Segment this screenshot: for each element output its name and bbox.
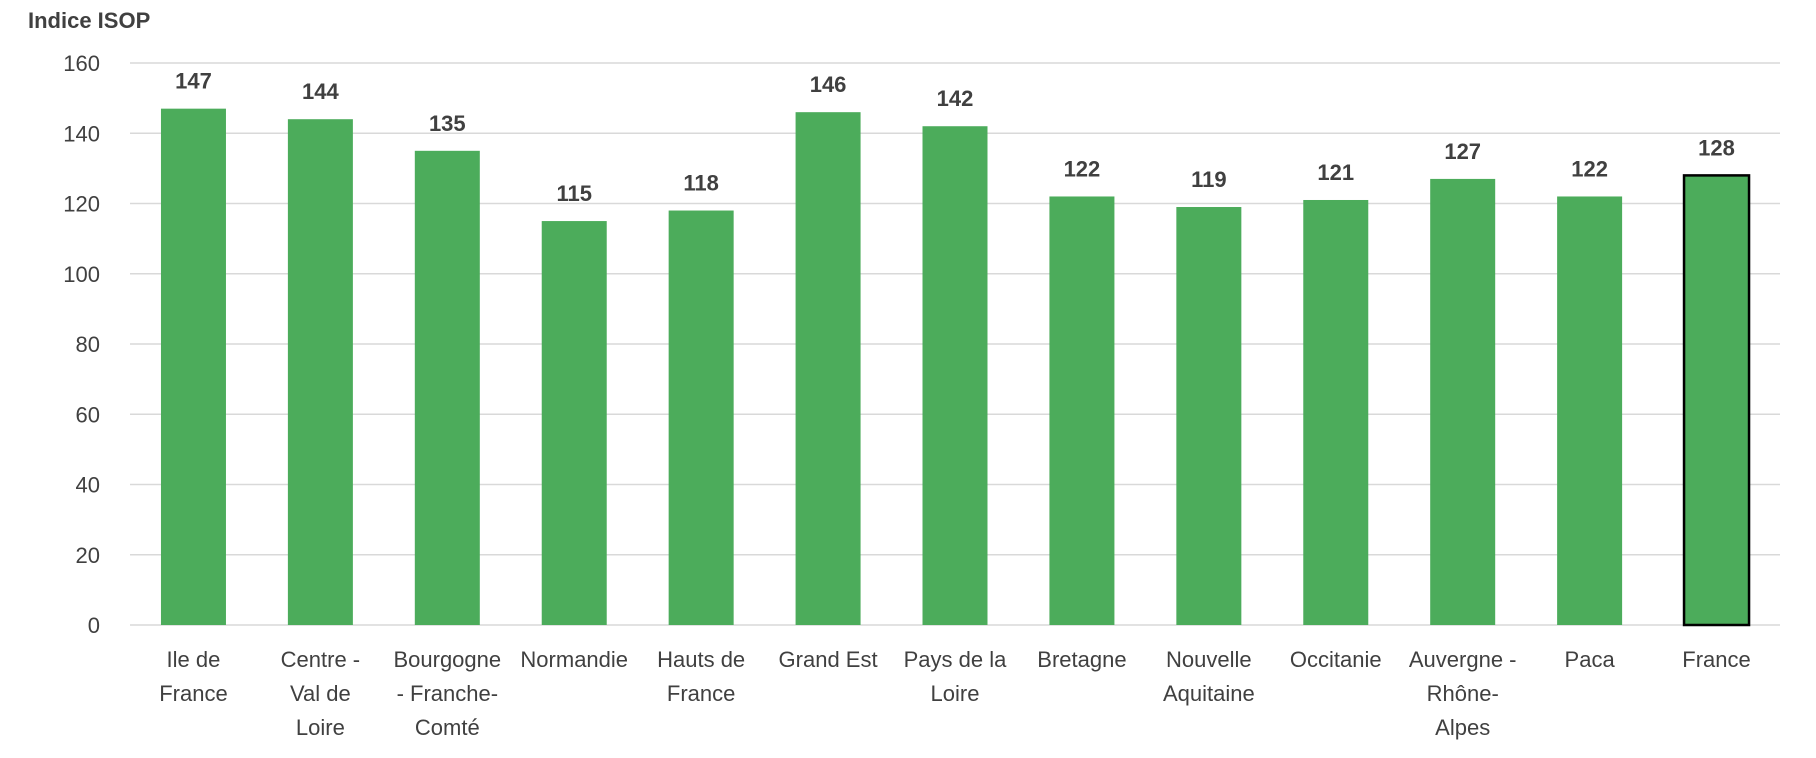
x-axis-ticks: Ile de France Centre - Val de Loire Bourgogne… — [159, 647, 1751, 740]
x-tick-label: Paca — [1565, 647, 1616, 672]
x-tick-label-line: Comté — [415, 715, 480, 740]
bar — [1303, 199, 1369, 626]
x-tick-label-line: Centre - — [281, 647, 360, 672]
x-tick-label-line: Auvergne - — [1409, 647, 1517, 672]
data-label: 127 — [1444, 139, 1481, 164]
x-tick-label: Occitanie — [1290, 647, 1382, 672]
x-tick-label: Bourgogne - Franche- Comté — [393, 647, 501, 740]
x-tick-label: Auvergne - Rhône- Alpes — [1409, 647, 1517, 740]
bar — [414, 150, 480, 625]
x-tick-label-line: France — [159, 681, 227, 706]
x-tick-label-line: Nouvelle — [1166, 647, 1252, 672]
x-tick-label: Normandie — [520, 647, 628, 672]
data-label: 121 — [1317, 160, 1354, 185]
x-tick-label: Pays de la Loire — [904, 647, 1007, 706]
x-tick-label: Nouvelle Aquitaine — [1163, 647, 1255, 706]
y-tick-label: 120 — [63, 192, 100, 217]
x-tick-label-line: Normandie — [520, 647, 628, 672]
x-tick-label-line: Loire — [296, 715, 345, 740]
data-labels: 147 144 135 115 118 146 142 122 119 121 127 122 128 — [175, 69, 1735, 206]
x-tick-label: Hauts de France — [657, 647, 745, 706]
x-tick-label: Centre - Val de Loire — [281, 647, 360, 740]
x-tick-label-line: Pays de la — [904, 647, 1007, 672]
x-tick-label: Grand Est — [779, 647, 878, 672]
bar — [922, 126, 988, 625]
bar — [1430, 178, 1496, 625]
data-label: 119 — [1191, 167, 1227, 192]
y-tick-label: 160 — [63, 51, 100, 76]
x-tick-label-line: Grand Est — [779, 647, 878, 672]
y-tick-label: 20 — [76, 543, 100, 568]
y-axis-title: Indice ISOP — [28, 8, 150, 33]
x-tick-label-line: Val de — [290, 681, 351, 706]
x-tick-label-line: France — [667, 681, 735, 706]
y-tick-label: 0 — [88, 613, 100, 638]
y-tick-label: 140 — [63, 121, 100, 146]
y-tick-label: 100 — [63, 262, 100, 287]
x-tick-label-line: Bretagne — [1037, 647, 1126, 672]
bar — [541, 221, 607, 625]
x-tick-label-line: Ile de — [167, 647, 221, 672]
bar — [287, 119, 353, 625]
data-label: 142 — [937, 86, 974, 111]
data-label: 128 — [1698, 135, 1735, 160]
bar — [795, 112, 861, 626]
x-tick-label-line: Loire — [931, 681, 980, 706]
data-label: 144 — [302, 79, 339, 104]
y-tick-label: 80 — [76, 332, 100, 357]
x-tick-label: Ile de France — [159, 647, 227, 706]
x-tick-label-line: Aquitaine — [1163, 681, 1255, 706]
bar — [1682, 174, 1751, 627]
bar — [160, 108, 226, 626]
data-label: 135 — [429, 111, 466, 136]
x-tick-label-line: France — [1682, 647, 1750, 672]
x-tick-label-line: Paca — [1565, 647, 1616, 672]
x-tick-label-line: Alpes — [1435, 715, 1490, 740]
x-tick-label-line: Rhône- — [1427, 681, 1499, 706]
data-label: 147 — [175, 69, 212, 94]
y-tick-label: 40 — [76, 473, 100, 498]
bars — [160, 108, 1751, 627]
x-tick-label-line: Occitanie — [1290, 647, 1382, 672]
data-label: 115 — [556, 181, 592, 206]
x-tick-label-line: Hauts de — [657, 647, 745, 672]
bar — [1176, 207, 1242, 625]
x-tick-label-line: - Franche- — [397, 681, 498, 706]
data-label: 146 — [810, 72, 847, 97]
y-axis-ticks: 0 20 40 60 80 100 120 140 160 — [63, 51, 100, 638]
data-label: 122 — [1571, 156, 1608, 181]
x-tick-label: Bretagne — [1037, 647, 1126, 672]
data-label: 122 — [1064, 156, 1101, 181]
bar — [1557, 196, 1623, 625]
bar — [668, 210, 734, 625]
bar — [1049, 196, 1115, 625]
x-tick-label-line: Bourgogne — [393, 647, 501, 672]
y-tick-label: 60 — [76, 402, 100, 427]
x-tick-label: France — [1682, 647, 1750, 672]
data-label: 118 — [683, 171, 719, 196]
